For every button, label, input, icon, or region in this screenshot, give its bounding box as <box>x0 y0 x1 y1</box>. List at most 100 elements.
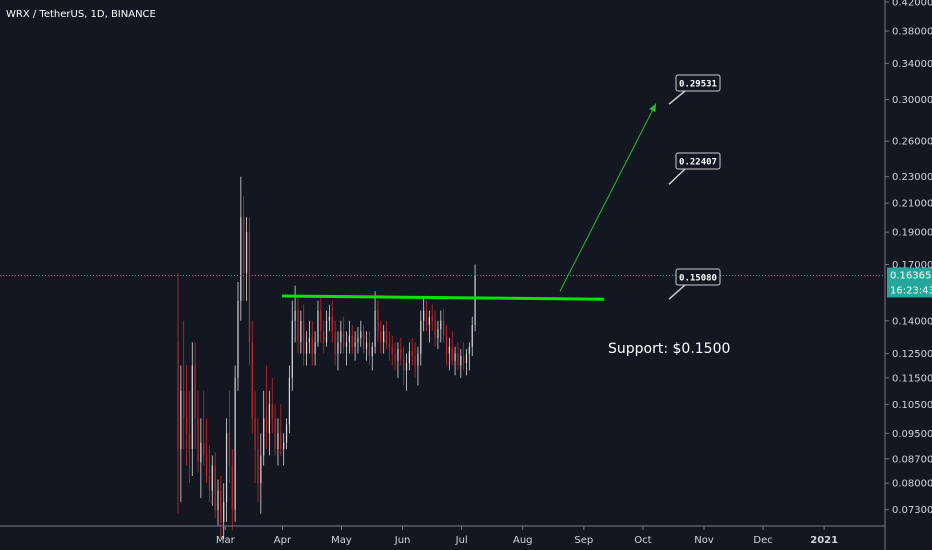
candle <box>451 331 453 366</box>
candle <box>191 342 193 477</box>
candle-body <box>205 455 208 477</box>
support-line[interactable] <box>281 294 605 301</box>
candle <box>457 342 459 371</box>
price-tick-label: 0.08000 <box>892 479 932 490</box>
candle-body <box>245 232 248 274</box>
candle <box>245 217 248 301</box>
candle-body <box>420 320 422 354</box>
candle-body <box>357 337 359 343</box>
candle-body <box>463 356 465 364</box>
candle <box>403 346 405 386</box>
price-badge-value: 0.16365 <box>890 270 931 281</box>
candle <box>443 308 445 343</box>
candle <box>408 342 410 371</box>
candle <box>234 365 236 522</box>
candle-body <box>220 490 222 522</box>
candle-body <box>240 217 242 301</box>
candle-body <box>437 329 439 338</box>
candle <box>425 300 428 332</box>
candle-body <box>285 424 288 443</box>
candle-body <box>468 346 470 354</box>
target-callout[interactable]: 0.29531 <box>668 74 721 105</box>
candle-body <box>271 404 273 419</box>
candle <box>345 331 348 366</box>
candle <box>231 448 233 531</box>
candle-body <box>405 363 408 371</box>
candle <box>203 390 205 466</box>
candle-body <box>185 418 188 434</box>
candle-body <box>263 418 265 456</box>
candle <box>423 296 425 332</box>
candle <box>185 365 188 466</box>
candle <box>340 320 342 354</box>
candle-body <box>231 465 233 510</box>
candle-body <box>320 310 322 332</box>
candle-body <box>411 351 413 357</box>
candle-body <box>348 335 350 343</box>
candle <box>334 320 336 366</box>
candle-body <box>394 353 396 361</box>
target-callout[interactable]: 0.22407 <box>668 152 721 185</box>
target-callout[interactable]: 0.15080 <box>668 268 721 300</box>
price-tick-label: 0.12500 <box>892 349 932 360</box>
price-tick-label: 0.26000 <box>892 137 932 148</box>
price-tick-label: 0.11500 <box>892 373 932 384</box>
last-price-badge: 0.16365 16:23:43 <box>887 267 932 298</box>
target-arrow[interactable] <box>559 103 657 292</box>
price-tick-label: 0.10500 <box>892 400 932 411</box>
candle <box>348 320 350 354</box>
callout-label: 0.15080 <box>679 274 717 284</box>
candle <box>311 320 313 366</box>
time-tick-label: Nov <box>694 535 714 546</box>
candle <box>377 300 379 343</box>
candle <box>325 310 328 347</box>
candle <box>271 377 273 434</box>
candle-body <box>345 342 348 347</box>
time-axis[interactable]: Mar Apr May Jun Jul Aug Sep Oct Nov Dec 2021 <box>0 525 885 546</box>
candle <box>460 349 462 378</box>
time-tick-label: 2021 <box>810 535 838 546</box>
candle-body <box>380 331 382 343</box>
candle-body <box>274 418 276 449</box>
candle-body <box>403 358 405 371</box>
candle-body <box>391 346 393 354</box>
candle <box>305 331 308 366</box>
candle <box>225 418 228 522</box>
candle <box>317 300 319 347</box>
candle-body <box>223 501 225 522</box>
candle-body <box>254 418 256 449</box>
candle-body <box>237 300 239 378</box>
candle-body <box>314 342 316 354</box>
countdown-value: 16:23:43 <box>890 285 932 296</box>
candle <box>328 304 330 332</box>
candle-body <box>457 353 459 366</box>
time-tick-label: Sep <box>574 535 593 546</box>
candle <box>257 418 259 502</box>
price-tick-label: 0.34000 <box>892 59 932 70</box>
candle-body <box>354 342 356 347</box>
candle <box>465 349 468 376</box>
price-axis[interactable]: 0.42000 0.38000 0.34000 0.30000 0.26000 0.230… <box>884 0 932 550</box>
candle <box>303 304 305 366</box>
candle-body <box>297 310 299 343</box>
candle <box>243 196 245 301</box>
candle <box>431 304 433 332</box>
candle <box>351 324 353 354</box>
candle <box>394 342 396 371</box>
candle <box>391 335 393 366</box>
candle-body <box>428 316 430 325</box>
price-tick-label: 0.09500 <box>892 429 932 440</box>
candle-body <box>217 490 219 510</box>
candle <box>268 390 271 456</box>
price-tick-label: 0.07300 <box>892 505 932 516</box>
candle-body <box>368 342 370 357</box>
candle-body <box>260 455 262 484</box>
candle-body <box>291 320 293 378</box>
candle <box>463 342 465 371</box>
candle <box>274 404 276 456</box>
candle <box>368 331 370 366</box>
time-tick-label: Apr <box>274 535 292 546</box>
candle-body <box>451 346 453 361</box>
candle-body <box>343 331 345 347</box>
